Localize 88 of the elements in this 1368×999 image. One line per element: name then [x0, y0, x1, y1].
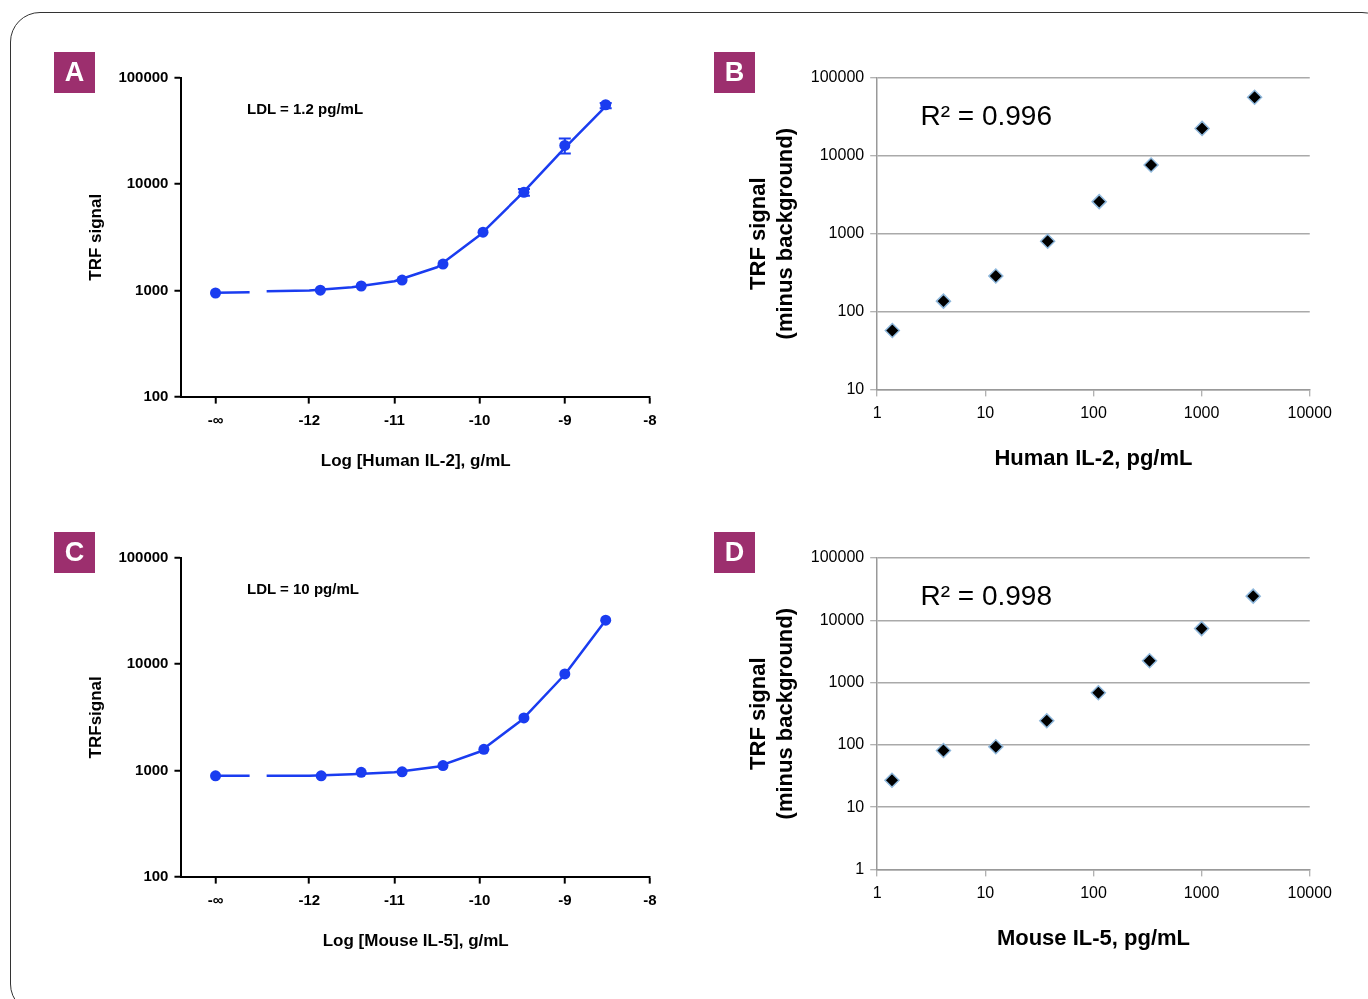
- x-axis-title: Log [Mouse IL-5], g/mL: [322, 931, 509, 951]
- y-tick-label: 100000: [118, 68, 169, 86]
- point: [1039, 712, 1055, 729]
- point: [600, 614, 612, 626]
- x-tick-label: -∞: [207, 890, 224, 908]
- x-tick-label: 10000: [1287, 404, 1333, 422]
- x-tick-label: 1000: [1183, 884, 1220, 902]
- x-tick-label: 10000: [1287, 884, 1333, 902]
- point: [935, 742, 952, 759]
- x-tick-label: -9: [558, 890, 572, 908]
- y-tick-label: 10: [846, 797, 865, 815]
- y-tick-label: 10000: [126, 654, 169, 672]
- point: [1091, 193, 1107, 210]
- point: [210, 770, 222, 782]
- point: [437, 258, 449, 270]
- point: [477, 226, 489, 238]
- y-tick-label: 1000: [135, 760, 169, 778]
- y-tick-label: 100: [143, 386, 169, 404]
- x-axis-title: Human IL-2, pg/mL: [994, 444, 1193, 470]
- annotation: R² = 0.998: [920, 579, 1052, 611]
- x-tick-label: 1: [872, 404, 882, 422]
- point: [988, 268, 1004, 284]
- x-tick-label: -11: [384, 410, 405, 428]
- y-tick-label: 1000: [135, 280, 169, 298]
- y-tick-label: 1000: [828, 224, 865, 242]
- y-tick-label: 10000: [126, 174, 169, 192]
- y-tick-label: 100: [837, 735, 865, 753]
- point: [1141, 653, 1158, 669]
- point: [1194, 120, 1210, 137]
- point: [355, 280, 367, 292]
- y-tick-label: 1: [855, 859, 865, 877]
- y-tick-label: 10000: [819, 146, 865, 164]
- x-tick-label: 100: [1080, 404, 1107, 422]
- point: [314, 284, 326, 296]
- y-tick-label: 1000: [828, 672, 865, 690]
- point: [1245, 588, 1261, 604]
- x-tick-label: 1000: [1183, 404, 1220, 422]
- x-tick-label: -9: [558, 410, 572, 428]
- point: [1090, 685, 1107, 701]
- point: [988, 739, 1004, 755]
- y-tick-label: 100: [143, 866, 169, 884]
- x-axis-title: Mouse IL-5, pg/mL: [996, 924, 1191, 950]
- annotation: LDL = 10 pg/mL: [247, 580, 359, 597]
- x-tick-label: -10: [468, 890, 491, 908]
- x-tick-label: -12: [298, 890, 321, 908]
- annotation: LDL = 1.2 pg/mL: [247, 100, 364, 117]
- chart-title: A: [54, 52, 95, 93]
- x-axis-title: Log [Human IL-2], g/mL: [320, 451, 511, 471]
- chart-title: B: [714, 52, 755, 93]
- point: [437, 760, 449, 772]
- point: [884, 772, 900, 789]
- point: [518, 712, 530, 724]
- point: [315, 770, 327, 782]
- point: [355, 766, 367, 778]
- point: [935, 293, 952, 309]
- x-tick-label: 100: [1080, 884, 1107, 902]
- point: [1039, 233, 1056, 249]
- x-tick-label: -12: [298, 410, 321, 428]
- y-tick-label: 100000: [810, 68, 865, 86]
- annotation: R² = 0.996: [920, 99, 1052, 131]
- y-axis-title: TRF signal: [85, 193, 105, 281]
- x-tick-label: -8: [643, 890, 657, 908]
- y-tick-label: 100000: [118, 548, 169, 566]
- y-tick-label: 100000: [810, 548, 865, 566]
- y-axis-title: TRF signal (minus background): [745, 607, 797, 820]
- point: [1193, 620, 1210, 637]
- y-tick-label: 10000: [819, 610, 865, 628]
- point: [884, 322, 901, 339]
- point: [478, 743, 490, 755]
- point: [396, 766, 408, 778]
- x-tick-label: -∞: [207, 410, 224, 428]
- point: [396, 274, 408, 286]
- x-tick-label: -10: [468, 410, 491, 428]
- x-tick-label: 1: [872, 884, 882, 902]
- y-axis-title: TRF signal (minus background): [745, 127, 797, 340]
- y-tick-label: 10: [846, 379, 865, 397]
- x-tick-label: 10: [976, 884, 995, 902]
- y-axis-title: TRFsignal: [85, 676, 105, 759]
- y-tick-label: 100: [837, 301, 865, 319]
- point: [559, 668, 571, 680]
- x-tick-label: -11: [384, 890, 405, 908]
- point: [210, 287, 222, 299]
- point: [1143, 157, 1159, 173]
- chart-title: C: [54, 532, 95, 573]
- chart-title: D: [714, 532, 755, 573]
- x-tick-label: -8: [643, 410, 657, 428]
- x-tick-label: 10: [976, 404, 995, 422]
- point: [1246, 89, 1263, 106]
